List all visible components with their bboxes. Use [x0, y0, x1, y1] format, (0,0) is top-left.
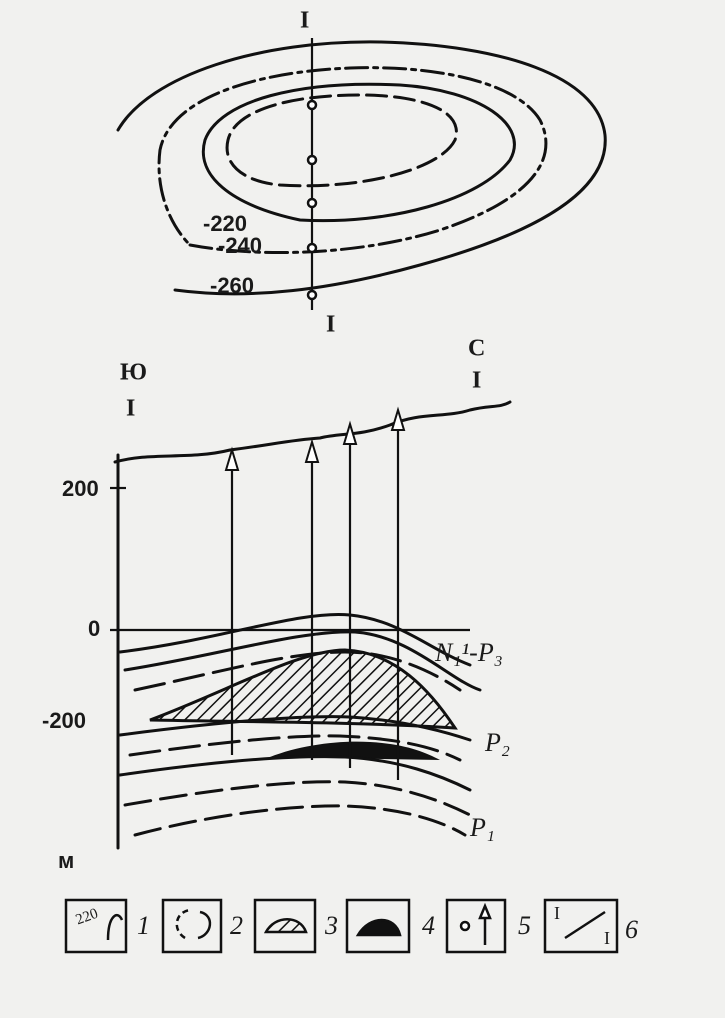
- contour: [225, 93, 458, 188]
- profile-label: I: [126, 396, 135, 422]
- wells: [224, 406, 406, 780]
- well-points: [306, 99, 318, 301]
- contour-label: -220: [203, 211, 247, 236]
- legend-number: 4: [422, 911, 435, 940]
- contour-label: -260: [210, 273, 254, 298]
- stratum-label: P₁: [469, 813, 495, 842]
- contour: [116, 40, 607, 296]
- contour: [157, 66, 548, 255]
- legend-sample: 220: [74, 906, 101, 929]
- stratum-label: N₁¹-P₃: [434, 638, 503, 667]
- legend-numbers: 1 2 3 4 5 6: [137, 911, 638, 944]
- legend-number: 3: [324, 911, 338, 940]
- legend-number: 6: [625, 915, 638, 944]
- stratum-label: P₂: [484, 728, 510, 757]
- profile-label: I: [472, 368, 481, 394]
- contour-label: -240: [218, 233, 262, 258]
- depth-label: 0: [88, 616, 100, 641]
- contour: [201, 82, 516, 223]
- cross-section: Ю I С I 200 0 -200 м N₁¹-P₃ P₂ P₁: [42, 336, 512, 873]
- legend: 220 I I: [64, 898, 619, 954]
- depth-label: 200: [62, 476, 99, 501]
- surface: [113, 400, 512, 464]
- side-label: Ю: [120, 360, 147, 386]
- legend-number: 1: [137, 911, 150, 940]
- profile-label: I: [326, 312, 335, 338]
- legend-number: 5: [518, 911, 531, 940]
- legend-sample: I: [554, 903, 560, 923]
- unit-label: м: [58, 848, 74, 873]
- profile-label: I: [300, 8, 309, 34]
- legend-sample: I: [604, 928, 610, 948]
- structure-map: I I -220 -240 -260: [116, 8, 607, 338]
- legend-number: 2: [230, 911, 243, 940]
- depth-label: -200: [42, 708, 86, 733]
- side-label: С: [468, 336, 485, 362]
- oil-deposit: [149, 648, 458, 730]
